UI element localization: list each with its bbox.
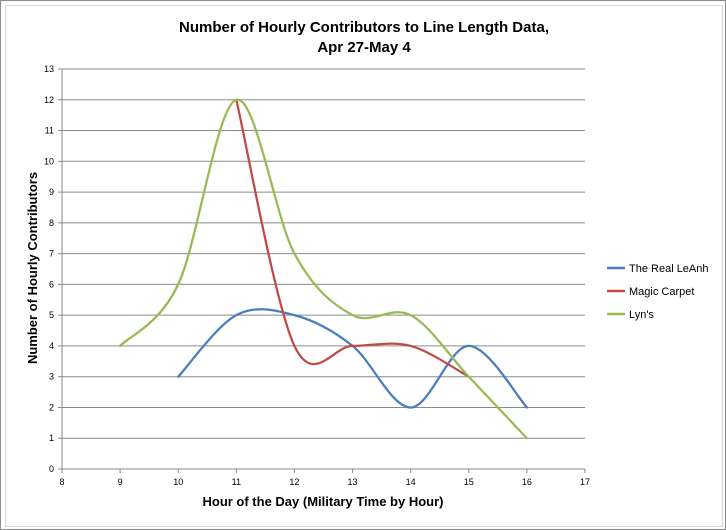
series-lines [118, 98, 529, 440]
y-tick-label: 6 [49, 279, 54, 289]
chart-inner-border [5, 5, 723, 527]
legend-label-lyn-s: Lyn's [629, 309, 654, 321]
y-tick-label: 2 [49, 402, 54, 412]
y-tick-label: 7 [49, 249, 54, 259]
x-tick-label: 13 [348, 477, 358, 487]
x-tick-label: 10 [173, 477, 183, 487]
y-tick-label: 0 [49, 464, 54, 474]
series-line-lyn-s [118, 98, 529, 440]
x-tick-label: 17 [580, 477, 590, 487]
x-tick-label: 14 [406, 477, 416, 487]
series-line-the-real-leanh [177, 308, 529, 409]
y-tick-label: 13 [44, 64, 54, 74]
y-tick-label: 9 [49, 187, 54, 197]
x-tick-label: 9 [118, 477, 123, 487]
y-tick-label: 5 [49, 310, 54, 320]
y-tick-label: 11 [45, 126, 54, 136]
x-tick-label: 15 [464, 477, 474, 487]
series-line-magic-carpet [235, 98, 470, 378]
chart-title-line-1: Number of Hourly Contributors to Line Le… [179, 19, 549, 36]
x-tick-label: 16 [522, 477, 532, 487]
legend: The Real LeAnh Magic Carpet Lyn's [607, 263, 709, 321]
gridlines [62, 68, 585, 439]
y-tick-label: 8 [49, 218, 54, 228]
y-tick-label: 12 [44, 95, 54, 105]
y-tick-label: 4 [49, 341, 54, 351]
y-tick-label: 3 [49, 372, 54, 382]
x-tick-label: 12 [289, 477, 299, 487]
x-tick-label: 11 [232, 477, 241, 487]
y-axis-title: Number of Hourly Contributors [25, 172, 40, 364]
legend-label-magic-carpet: Magic Carpet [629, 286, 694, 298]
axes [58, 68, 586, 473]
x-tick-label: 8 [59, 477, 64, 487]
chart-title-line-2: Apr 27-May 4 [317, 39, 411, 56]
x-axis-title: Hour of the Day (Military Time by Hour) [202, 494, 443, 509]
y-tick-label: 1 [49, 433, 54, 443]
y-tick-label: 10 [44, 156, 54, 166]
legend-label-the-real-leanh: The Real LeAnh [629, 263, 709, 275]
